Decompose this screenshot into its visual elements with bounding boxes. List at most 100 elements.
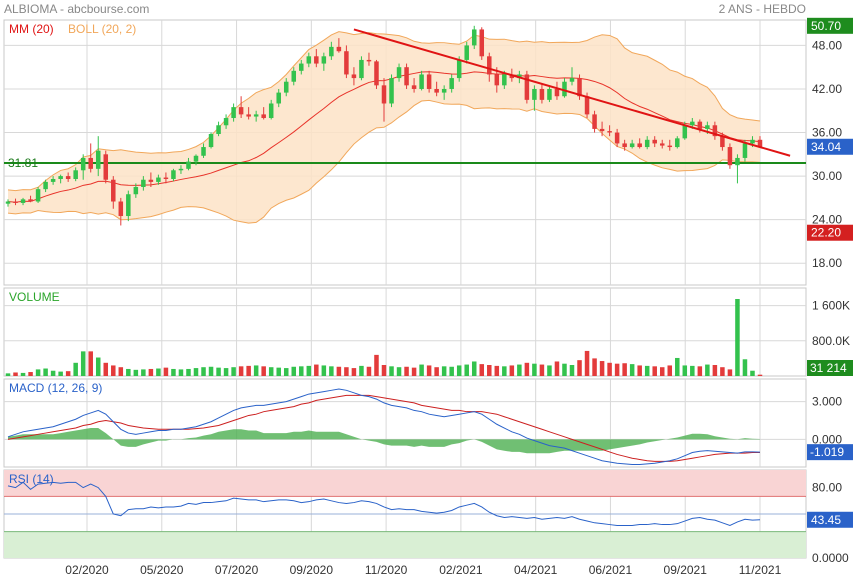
candlestick [329, 41, 334, 60]
candlestick [253, 110, 259, 122]
volume-bar [88, 351, 93, 376]
rsi-badge: 43.45 [811, 513, 841, 527]
volume-bar [306, 365, 312, 376]
volume-bar [690, 365, 695, 376]
x-tick-label: 11/2020 [365, 563, 408, 577]
axes: 02/2020 05/2020 07/2020 09/2020 11/2020 02/20… [65, 17, 853, 577]
volume-bar [186, 368, 191, 376]
candle-body [133, 186, 139, 195]
volume-bar [374, 354, 379, 376]
candlestick [178, 165, 184, 174]
candle-body [494, 74, 500, 86]
candle-body [434, 88, 439, 93]
volume-bar [35, 369, 41, 376]
candle-body [607, 131, 612, 133]
candle-body [712, 125, 718, 137]
candle-body [20, 199, 26, 203]
candle-body [28, 199, 33, 202]
volume-bar [554, 361, 560, 376]
candlestick [336, 38, 342, 53]
volume-bar [456, 365, 462, 376]
volume-bar [471, 361, 477, 376]
volume-bar [750, 370, 755, 376]
volume-bar [727, 369, 733, 376]
rsi-oversold-zone [4, 531, 806, 558]
candlestick [141, 176, 146, 191]
candle-body [411, 85, 417, 89]
candle-body [652, 139, 657, 144]
candlestick [13, 198, 18, 206]
candlestick [524, 70, 530, 104]
candle-body [329, 46, 334, 57]
candle-body [720, 136, 725, 148]
volume-bar [141, 369, 146, 376]
candlestick [223, 114, 229, 129]
volume-bar [351, 368, 357, 376]
candlestick [757, 136, 763, 148]
candlestick [419, 70, 424, 91]
candlestick [103, 150, 109, 184]
candle-body [216, 125, 221, 134]
volume-bar [682, 365, 688, 376]
candle-body [629, 143, 635, 148]
x-tick-label: 07/2020 [215, 563, 259, 577]
volume-bar [156, 368, 161, 376]
price-y-tick-label: 48.00 [812, 38, 842, 52]
candlestick [28, 195, 33, 203]
volume-bar [65, 371, 71, 376]
volume-bar [735, 299, 740, 376]
volume-badge: 31 214 [810, 361, 847, 375]
volume-bar [178, 369, 184, 376]
rsi-y-tick-label: 80.00 [812, 481, 842, 495]
volume-bar [524, 362, 530, 376]
volume-bar [80, 351, 86, 376]
candlestick [607, 125, 612, 137]
volume-bar [667, 365, 673, 376]
candle-body [554, 88, 560, 97]
volume-bar [283, 368, 289, 376]
legend-ma: MM (20) [9, 22, 54, 36]
candlestick [547, 85, 552, 103]
candlestick [283, 78, 289, 97]
volume-bar [111, 365, 116, 376]
candle-body [667, 145, 673, 148]
macd-panel [7, 388, 761, 465]
candle-body [690, 121, 695, 126]
candle-body [637, 143, 642, 148]
candlestick [314, 49, 319, 68]
volume-bar [464, 364, 469, 376]
candlestick [321, 52, 327, 71]
candlestick [171, 168, 176, 182]
candle-body [569, 78, 575, 82]
candle-body [13, 201, 18, 203]
candle-body [532, 88, 537, 100]
candlestick [73, 167, 78, 182]
x-tick-label: 05/2020 [140, 563, 184, 577]
candle-body [359, 59, 364, 79]
macd-signal-line [7, 394, 760, 462]
volume-bar [629, 364, 635, 376]
candlestick [118, 197, 124, 226]
volume-bar [20, 372, 26, 376]
candlestick [5, 199, 11, 207]
price-last-badge: 34.04 [811, 140, 841, 154]
volume-bar [148, 368, 154, 376]
candle-body [396, 67, 402, 79]
volume-bar [705, 364, 710, 376]
candle-body [471, 29, 477, 46]
candlestick [231, 103, 236, 122]
candle-body [562, 81, 567, 97]
volume-bar [494, 365, 500, 376]
x-tick-label: 06/2021 [589, 563, 633, 577]
candle-body [419, 74, 424, 89]
rsi-panel [4, 470, 806, 558]
volume-bar [607, 362, 612, 376]
candle-body [464, 45, 469, 60]
candlestick [735, 154, 740, 184]
candle-body [163, 177, 169, 179]
volume-y-tick-label: 800.0K [812, 334, 850, 348]
candle-body [156, 177, 161, 182]
volume-bar [569, 365, 575, 376]
candle-body [95, 150, 101, 169]
